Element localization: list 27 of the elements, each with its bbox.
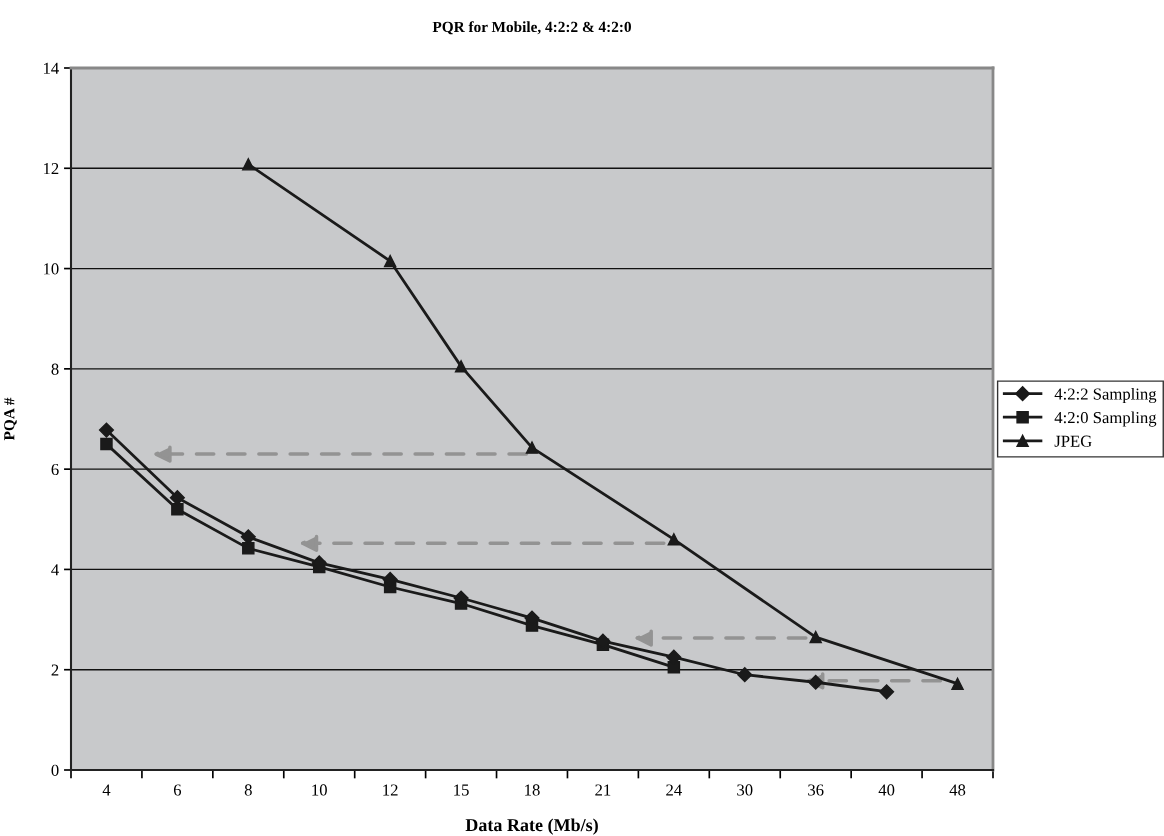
y-tick-label: 2 — [51, 664, 59, 676]
x-tick-label: 15 — [454, 784, 469, 796]
x-tick-label: 21 — [595, 784, 611, 796]
y-axis-title: PQA # — [4, 397, 17, 441]
x-tick-label: 40 — [878, 784, 895, 796]
x-tick-label: 8 — [244, 784, 252, 796]
x-axis-title: Data Rate (Mb/s) — [465, 818, 598, 835]
y-tick-label: 4 — [51, 564, 59, 576]
x-tick-label: 36 — [808, 784, 824, 796]
x-tick-label: 12 — [383, 784, 398, 796]
y-tick-label: 12 — [43, 163, 59, 175]
x-tick-label: 6 — [173, 784, 182, 796]
x-tick-label: 48 — [949, 784, 966, 796]
legend-label: 4:2:0 Sampling — [1054, 411, 1157, 427]
chart-title: PQR for Mobile, 4:2:2 & 4:2:0 — [432, 21, 631, 35]
y-tick-label: 8 — [51, 363, 59, 375]
y-tick-label: 6 — [51, 463, 59, 476]
x-tick-label: 30 — [737, 784, 753, 796]
x-tick-label: 24 — [666, 784, 682, 796]
y-tick-label: 10 — [43, 263, 59, 275]
x-tick-label: 4 — [102, 784, 111, 796]
y-tick-label: 14 — [43, 62, 59, 74]
x-tick-label: 18 — [525, 784, 540, 796]
x-tick-label: 10 — [312, 784, 327, 796]
y-tick-label: 0 — [51, 764, 59, 776]
legend-label: JPEG — [1054, 435, 1092, 447]
legend-label: 4:2:2 Sampling — [1054, 387, 1157, 404]
